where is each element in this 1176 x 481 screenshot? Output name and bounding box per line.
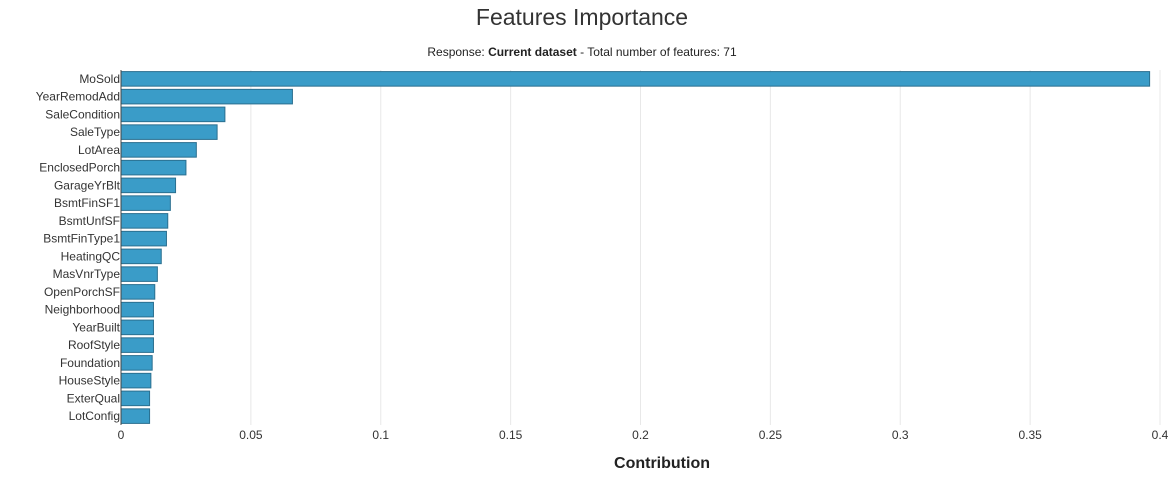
bar (120, 230, 167, 247)
y-tick-label: YearBuilt (72, 320, 120, 334)
bar (120, 88, 293, 105)
bar (120, 248, 162, 265)
y-tick-label: MasVnrType (53, 267, 121, 281)
bar (120, 177, 177, 194)
y-tick-labels: MoSold YearRemodAdd SaleCondition SaleType L… (36, 72, 121, 423)
y-tick-label: GarageYrBlt (54, 178, 121, 192)
y-tick-label: EnclosedPorch (39, 161, 120, 175)
x-tick-label: 0.35 (1018, 428, 1042, 442)
y-tick-label: ExterQual (67, 391, 120, 405)
subtitle-prefix: Response: (427, 45, 489, 59)
y-tick-label: YearRemodAdd (36, 90, 120, 104)
y-tick-label: LotConfig (69, 409, 120, 423)
y-tick-label: BsmtFinSF1 (54, 196, 120, 210)
bar (120, 355, 153, 371)
chart-title: Features Importance (475, 4, 689, 30)
bar (120, 372, 152, 389)
bar (120, 159, 187, 176)
y-tick-label: BsmtFinType1 (43, 232, 120, 246)
bar (120, 71, 1151, 87)
bar (120, 124, 218, 140)
bar (120, 284, 156, 300)
y-tick-label: Foundation (60, 356, 120, 370)
bar (120, 195, 171, 211)
bar (120, 408, 151, 424)
x-axis-label: Contribution (614, 455, 710, 472)
grid-lines (250, 70, 1161, 425)
y-tick-label: HeatingQC (61, 249, 121, 263)
y-tick-label: SaleCondition (45, 107, 120, 121)
y-tick-label: LotArea (78, 143, 120, 157)
x-tick-label: 0.05 (239, 428, 263, 442)
bar (120, 337, 154, 353)
y-tick-label: Neighborhood (45, 303, 120, 317)
bar (120, 266, 158, 282)
bar (120, 213, 169, 229)
bar (120, 142, 197, 158)
x-tick-label: 0 (118, 428, 125, 442)
x-tick-label: 0.4 (1152, 428, 1169, 442)
subtitle-dataset: Current dataset (488, 45, 577, 59)
bar (120, 390, 151, 407)
y-tick-label: RoofStyle (68, 338, 120, 352)
x-tick-labels: 0 0.05 0.1 0.15 0.2 0.25 0.3 0.35 0.4 (118, 428, 1169, 442)
x-tick-label: 0.2 (632, 428, 649, 442)
bar (120, 319, 154, 336)
subtitle-suffix: - Total number of features: 71 (576, 45, 737, 59)
bars (120, 71, 1151, 424)
x-tick-label: 0.15 (499, 428, 523, 442)
y-tick-label: OpenPorchSF (44, 285, 120, 299)
bar (120, 106, 226, 123)
y-tick-label: SaleType (70, 125, 120, 139)
x-tick-label: 0.25 (759, 428, 783, 442)
chart-subtitle: Response: Current dataset - Total number… (0, 45, 1164, 59)
bar (120, 301, 154, 318)
x-tick-label: 0.3 (892, 428, 909, 442)
x-tick-label: 0.1 (372, 428, 389, 442)
y-tick-label: MoSold (79, 72, 120, 86)
y-tick-label: HouseStyle (59, 374, 121, 388)
y-tick-label: BsmtUnfSF (59, 214, 120, 228)
